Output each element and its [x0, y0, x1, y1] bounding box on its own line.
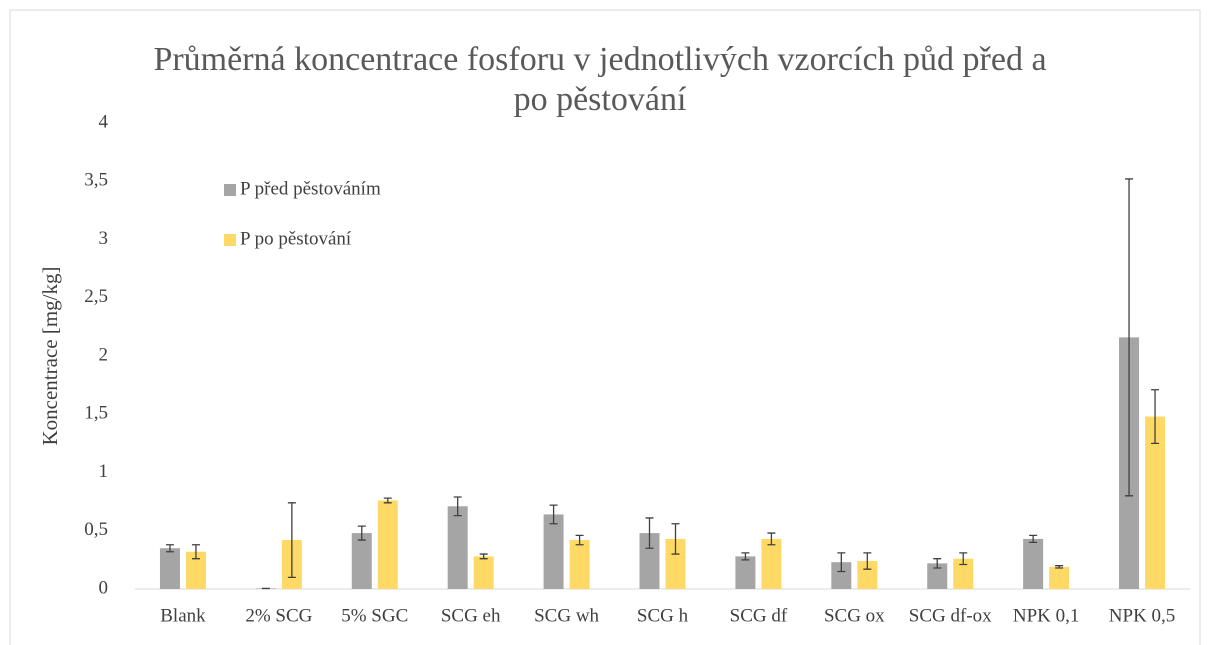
x-tick-label: NPK 0,1 — [1013, 605, 1080, 626]
legend-label: P po pěstování — [240, 228, 352, 249]
error-bar — [383, 497, 392, 504]
bar — [569, 540, 590, 589]
bar — [1145, 416, 1166, 589]
error-bar — [863, 552, 872, 570]
error-bar — [1125, 178, 1134, 497]
bar — [1023, 538, 1044, 589]
y-tick-label: 1,5 — [84, 403, 108, 424]
bar — [351, 533, 372, 589]
y-tick-label: 2 — [99, 344, 109, 365]
y-tick-label: 4 — [99, 111, 109, 132]
bar — [761, 538, 782, 589]
bar — [185, 551, 206, 589]
bar — [639, 533, 660, 589]
x-tick-label: SCG h — [637, 605, 689, 626]
bar — [473, 556, 494, 589]
error-bar — [645, 517, 654, 549]
legend-swatch — [224, 184, 236, 196]
bar — [447, 506, 468, 589]
bar — [543, 514, 564, 589]
y-axis-label: Koncentrace [mg/kg] — [38, 266, 62, 445]
y-tick-label: 0,5 — [84, 519, 108, 540]
error-bar — [959, 552, 968, 566]
legend-label: P před pěstováním — [240, 178, 381, 199]
bar — [927, 563, 948, 589]
y-tick-label: 1 — [99, 461, 109, 482]
error-bar — [767, 532, 776, 546]
error-bar — [287, 502, 296, 578]
x-tick-label: SCG wh — [534, 605, 599, 626]
x-tick-label: SCG df — [730, 605, 788, 626]
x-tick-label: 5% SGC — [341, 605, 408, 626]
bar — [953, 558, 974, 589]
error-bar — [741, 552, 750, 561]
x-tick-label: SCG df-ox — [909, 605, 992, 626]
error-bar — [933, 558, 942, 569]
bar — [377, 500, 398, 589]
error-bar — [671, 523, 680, 555]
legend-swatch — [224, 234, 236, 246]
error-bar — [165, 544, 174, 553]
x-tick-label: SCG ox — [824, 605, 885, 626]
bar — [665, 538, 686, 589]
bar — [735, 556, 756, 589]
error-bar — [191, 544, 200, 560]
error-bar — [479, 553, 488, 560]
error-bar — [453, 496, 462, 517]
error-bar — [1029, 534, 1038, 544]
y-tick-label: 0 — [99, 577, 109, 598]
error-bar — [1055, 565, 1064, 569]
y-tick-label: 3 — [99, 228, 109, 249]
chart-title: Průměrná koncentrace fosforu v jednotliv… — [153, 41, 1047, 118]
x-tick-label: 2% SCG — [245, 605, 312, 626]
error-bar — [549, 504, 558, 525]
y-tick-label: 3,5 — [84, 170, 108, 191]
bar — [831, 562, 852, 589]
error-bar — [575, 534, 584, 546]
error-bar — [837, 552, 846, 573]
bar — [857, 561, 878, 589]
x-tick-label: NPK 0,5 — [1109, 605, 1176, 626]
y-tick-label: 2,5 — [84, 286, 108, 307]
error-bar — [1151, 389, 1160, 445]
chart-border — [9, 9, 1201, 645]
bar — [1049, 566, 1070, 589]
x-tick-label: Blank — [160, 605, 206, 626]
error-bar — [357, 525, 366, 541]
bar — [159, 548, 180, 589]
x-tick-label: SCG eh — [441, 605, 501, 626]
